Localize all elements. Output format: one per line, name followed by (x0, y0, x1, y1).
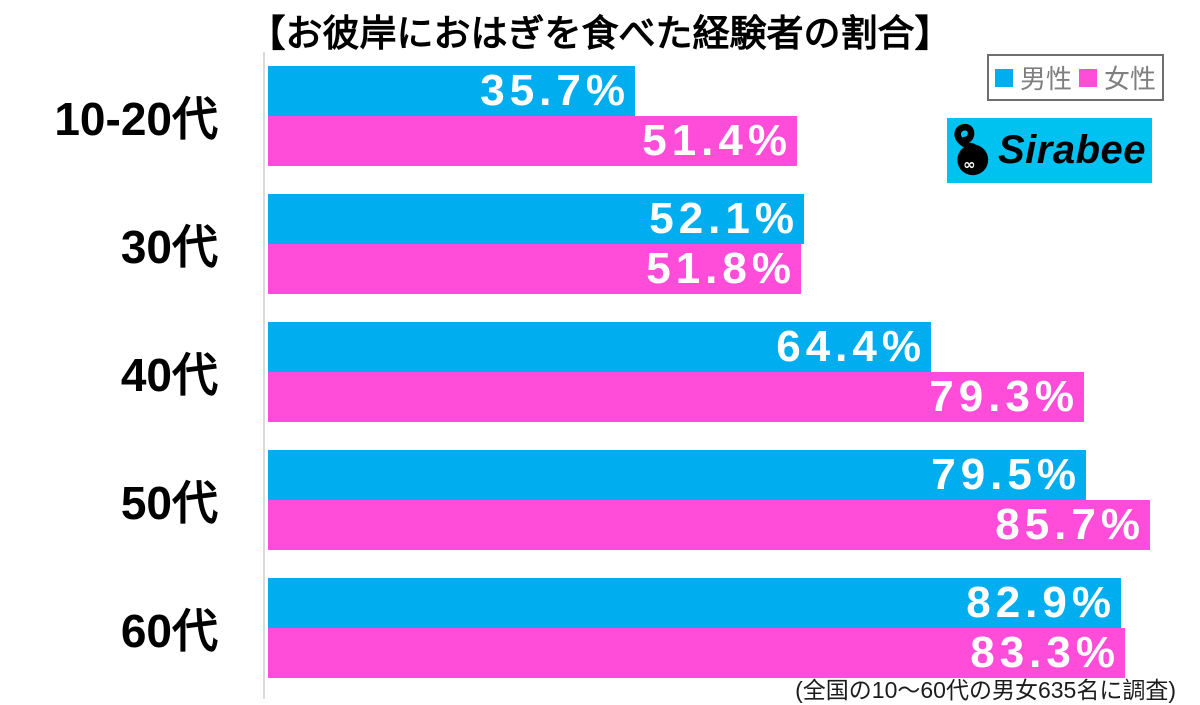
category-label: 50代 (120, 477, 218, 529)
bar-value-label: 82.9% (966, 578, 1116, 627)
bar-male: 82.9% (268, 578, 1121, 628)
sirabee-logo: ∞ Sirabee (947, 118, 1152, 183)
chart-title: 【お彼岸におはぎを食べた経験者の割合】 (248, 13, 952, 54)
sirabee-mascot-icon: ∞ (954, 123, 989, 175)
survey-note: (全国の10〜60代の男女635名に調査) (795, 677, 1176, 703)
bar-female: 51.4% (268, 116, 797, 166)
legend-label-female: 女性 (1104, 64, 1157, 94)
bar-male: 52.1% (268, 194, 804, 244)
legend-label-male: 男性 (1019, 64, 1072, 94)
category-label: 40代 (120, 349, 218, 401)
bar-male: 79.5% (268, 450, 1086, 500)
bar-female: 51.8% (268, 244, 801, 294)
bar-female: 83.3% (268, 628, 1125, 678)
category-label: 60代 (120, 605, 218, 657)
bar-male: 64.4% (268, 322, 931, 372)
bar-value-label: 35.7% (480, 66, 630, 115)
sirabee-logo-text: Sirabee (997, 128, 1147, 172)
category-axis-line (263, 52, 265, 699)
bar-value-label: 64.4% (776, 322, 926, 371)
bar-male: 35.7% (268, 66, 635, 116)
svg-text:∞: ∞ (963, 155, 975, 173)
category-label: 30代 (120, 221, 218, 273)
bar-value-label: 83.3% (970, 628, 1120, 677)
legend-swatch-female (1079, 68, 1097, 87)
bar-value-label: 85.7% (995, 500, 1145, 549)
legend-swatch-male (994, 68, 1013, 87)
legend: 男性 女性 (987, 54, 1164, 101)
bar-female: 85.7% (268, 500, 1150, 550)
bar-value-label: 79.5% (931, 450, 1081, 499)
bar-value-label: 51.4% (642, 116, 792, 165)
bar-value-label: 52.1% (649, 194, 799, 243)
bar-female: 79.3% (268, 372, 1084, 422)
category-label: 10-20代 (54, 93, 218, 145)
bar-value-label: 79.3% (929, 372, 1079, 421)
bar-value-label: 51.8% (646, 244, 796, 293)
